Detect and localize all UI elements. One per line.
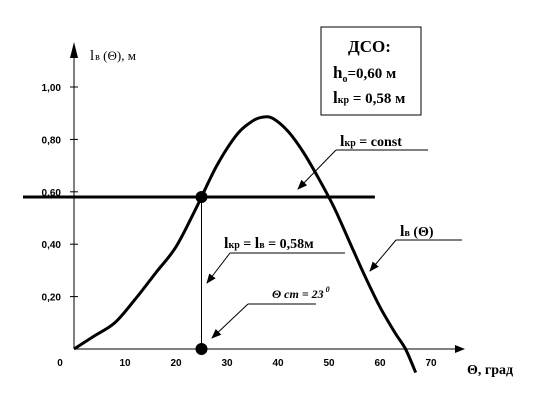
x-tick-label: 50 (323, 358, 335, 369)
annotation-lkr-const-label: lкр = const (340, 133, 402, 150)
x-tick-label: 40 (272, 358, 284, 369)
annotation-lb-theta: lв (Θ) (369, 223, 462, 272)
annotation-lkr-eq: lкр = lв = 0,58м (206, 235, 345, 284)
x-tick-label: 70 (425, 358, 437, 369)
y-tick-label: 0,80 (42, 135, 62, 146)
annotation-lb-theta-label: lв (Θ) (400, 223, 434, 240)
legend-title: ДСО: (348, 37, 391, 56)
annotation-theta-st-label: Θ ст = 23 0 (272, 285, 330, 301)
legend-lkr: lкр = 0,58 м (333, 88, 405, 107)
legend-box: ДСО: ho=0,60 м lкр = 0,58 м (320, 26, 422, 116)
y-ticks: 0,20 0,40 0,60 0,80 1,00 (42, 83, 78, 304)
marker-point (195, 343, 208, 355)
y-axis-label: lв (Θ), м (90, 48, 136, 64)
x-tick-label: 60 (374, 358, 386, 369)
x-axis-arrow-icon (455, 345, 465, 353)
y-tick-label: 1,00 (42, 83, 62, 94)
legend-h0: ho=0,60 м (333, 63, 396, 85)
marker-point (195, 191, 208, 204)
markers (195, 191, 208, 355)
x-tick-label: 30 (221, 358, 233, 369)
x-tick-label: 20 (170, 358, 182, 369)
x-ticks: 0 10 20 30 40 50 60 70 (57, 358, 437, 369)
lb-theta-curve (73, 115, 418, 374)
annotation-theta-st: Θ ст = 23 0 (211, 285, 330, 339)
y-tick-label: 0,40 (42, 240, 62, 251)
annotation-lkr-const: lкр = const (297, 133, 428, 190)
x-axis-label: Θ, град (467, 363, 513, 378)
x-tick-label: 0 (57, 358, 63, 369)
y-tick-label: 0,60 (42, 188, 62, 199)
annotation-lkr-eq-label: lкр = lв = 0,58м (224, 235, 314, 252)
x-tick-label: 10 (119, 358, 131, 369)
y-axis-arrow-icon (70, 42, 78, 58)
y-tick-label: 0,20 (42, 293, 62, 304)
